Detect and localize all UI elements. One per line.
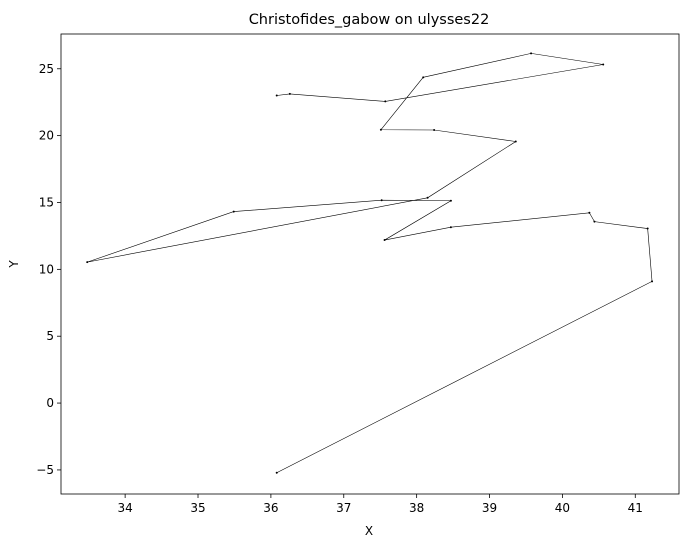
data-point [646, 227, 649, 230]
y-tick-label: 0 [46, 396, 54, 410]
data-point [383, 239, 386, 242]
data-point [232, 210, 235, 213]
data-point [384, 100, 387, 103]
data-point [379, 128, 382, 131]
data-point [275, 94, 278, 97]
plot-area [86, 52, 654, 474]
data-point [422, 76, 425, 79]
y-tick-label: 15 [39, 195, 54, 209]
x-tick-label: 34 [117, 501, 132, 515]
x-tick-label: 40 [555, 501, 570, 515]
data-point [530, 52, 533, 55]
data-point [86, 261, 89, 264]
y-tick-label: −5 [36, 463, 54, 477]
plot-frame [60, 33, 680, 495]
data-point [602, 63, 605, 66]
x-tick-label: 36 [263, 501, 278, 515]
x-axis: 34 35 36 37 38 39 40 41 [117, 494, 643, 515]
data-point [449, 199, 452, 202]
data-point [380, 199, 383, 202]
x-tick-label: 39 [482, 501, 497, 515]
y-axis-label: Y [7, 260, 21, 269]
data-point [449, 226, 452, 229]
y-tick-label: 25 [39, 62, 54, 76]
data-point [426, 196, 429, 199]
data-point [588, 211, 591, 214]
data-point [433, 129, 436, 132]
y-tick-label: 20 [39, 129, 54, 143]
x-tick-label: 35 [190, 501, 205, 515]
data-point [288, 92, 291, 95]
data-point [651, 280, 654, 283]
x-tick-label: 38 [409, 501, 424, 515]
data-point [275, 471, 278, 474]
y-tick-label: 10 [39, 262, 54, 276]
chart-title: Christofides_gabow on ulysses22 [249, 12, 490, 28]
x-tick-label: 41 [628, 501, 643, 515]
data-point [514, 140, 517, 143]
data-point [593, 220, 596, 223]
y-axis: −5 0 5 10 15 20 25 [36, 62, 61, 477]
x-tick-label: 37 [336, 501, 351, 515]
x-axis-label: X [365, 524, 373, 538]
y-tick-label: 5 [46, 329, 54, 343]
